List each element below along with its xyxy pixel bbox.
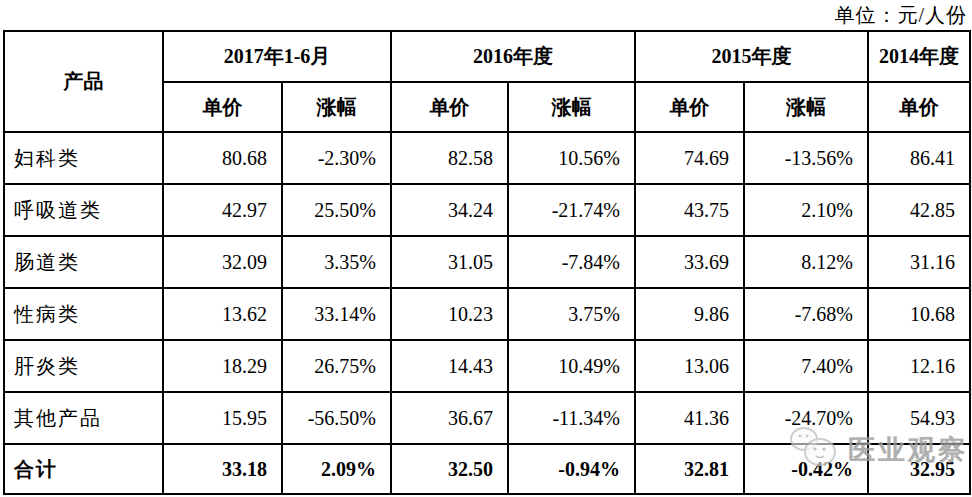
cell-price-2014: 10.68 xyxy=(868,288,970,340)
cell-change-2016: -21.74% xyxy=(508,184,635,236)
cell-change-2017: 33.14% xyxy=(282,288,391,340)
cell-price-2017: 15.95 xyxy=(163,392,282,444)
cell-change-2015: 7.40% xyxy=(744,340,868,392)
cell-change-2015: -7.68% xyxy=(744,288,868,340)
table-row-respiratory: 呼吸道类 42.97 25.50% 34.24 -21.74% 43.75 2.… xyxy=(4,184,970,236)
cell-change-2016: -0.94% xyxy=(508,444,635,494)
cell-price-2016: 36.67 xyxy=(391,392,508,444)
table-row-total: 合计 33.18 2.09% 32.50 -0.94% 32.81 -0.42%… xyxy=(4,444,970,494)
cell-change-2015: -24.70% xyxy=(744,392,868,444)
cell-price-2015: 13.06 xyxy=(635,340,744,392)
cell-price-2014: 31.16 xyxy=(868,236,970,288)
cell-price-2016: 34.24 xyxy=(391,184,508,236)
cell-change-2016: -11.34% xyxy=(508,392,635,444)
cell-price-2014: 42.85 xyxy=(868,184,970,236)
sub-header-change-2016: 涨幅 xyxy=(508,82,635,132)
sub-header-price-2014: 单价 xyxy=(868,82,970,132)
product-name: 肝炎类 xyxy=(4,340,163,392)
cell-change-2017: 3.35% xyxy=(282,236,391,288)
sub-header-change-2015: 涨幅 xyxy=(744,82,868,132)
product-name: 性病类 xyxy=(4,288,163,340)
cell-price-2014: 32.95 xyxy=(868,444,970,494)
cell-price-2017: 80.68 xyxy=(163,132,282,184)
sub-header-price-2017: 单价 xyxy=(163,82,282,132)
cell-price-2015: 32.81 xyxy=(635,444,744,494)
cell-price-2017: 18.29 xyxy=(163,340,282,392)
sub-header-change-2017: 涨幅 xyxy=(282,82,391,132)
cell-change-2016: -7.84% xyxy=(508,236,635,288)
cell-change-2017: -56.50% xyxy=(282,392,391,444)
year-header-2016: 2016年度 xyxy=(391,31,635,82)
cell-change-2016: 3.75% xyxy=(508,288,635,340)
product-name: 其他产品 xyxy=(4,392,163,444)
cell-change-2016: 10.56% xyxy=(508,132,635,184)
product-column-header: 产品 xyxy=(4,31,163,132)
cell-price-2016: 10.23 xyxy=(391,288,508,340)
cell-change-2016: 10.49% xyxy=(508,340,635,392)
cell-change-2015: -13.56% xyxy=(744,132,868,184)
product-name: 呼吸道类 xyxy=(4,184,163,236)
cell-price-2015: 41.36 xyxy=(635,392,744,444)
cell-price-2014: 54.93 xyxy=(868,392,970,444)
cell-change-2017: 26.75% xyxy=(282,340,391,392)
cell-change-2015: 2.10% xyxy=(744,184,868,236)
cell-change-2017: 2.09% xyxy=(282,444,391,494)
unit-label: 单位：元/人份 xyxy=(834,2,967,29)
price-table: 产品 2017年1-6月 2016年度 2015年度 2014年度 单价 涨幅 … xyxy=(3,30,971,495)
cell-price-2017: 13.62 xyxy=(163,288,282,340)
cell-price-2017: 33.18 xyxy=(163,444,282,494)
product-name: 肠道类 xyxy=(4,236,163,288)
table-row-gynecology: 妇科类 80.68 -2.30% 82.58 10.56% 74.69 -13.… xyxy=(4,132,970,184)
document-page: 单位：元/人份 产品 2017年1-6月 2016年度 2015年度 2014年… xyxy=(0,0,972,497)
cell-price-2015: 9.86 xyxy=(635,288,744,340)
year-header-2017: 2017年1-6月 xyxy=(163,31,391,82)
year-header-2015: 2015年度 xyxy=(635,31,868,82)
cell-price-2014: 12.16 xyxy=(868,340,970,392)
year-header-2014: 2014年度 xyxy=(868,31,970,82)
cell-price-2017: 32.09 xyxy=(163,236,282,288)
cell-price-2014: 86.41 xyxy=(868,132,970,184)
sub-header-price-2015: 单价 xyxy=(635,82,744,132)
cell-price-2015: 43.75 xyxy=(635,184,744,236)
product-name: 妇科类 xyxy=(4,132,163,184)
header-year-row: 产品 2017年1-6月 2016年度 2015年度 2014年度 xyxy=(4,31,970,82)
cell-change-2017: 25.50% xyxy=(282,184,391,236)
cell-price-2016: 14.43 xyxy=(391,340,508,392)
table-row-std: 性病类 13.62 33.14% 10.23 3.75% 9.86 -7.68%… xyxy=(4,288,970,340)
cell-change-2015: -0.42% xyxy=(744,444,868,494)
cell-price-2015: 74.69 xyxy=(635,132,744,184)
cell-change-2017: -2.30% xyxy=(282,132,391,184)
table-row-intestinal: 肠道类 32.09 3.35% 31.05 -7.84% 33.69 8.12%… xyxy=(4,236,970,288)
cell-price-2016: 31.05 xyxy=(391,236,508,288)
cell-price-2016: 32.50 xyxy=(391,444,508,494)
total-label: 合计 xyxy=(4,444,163,494)
cell-price-2015: 33.69 xyxy=(635,236,744,288)
sub-header-price-2016: 单价 xyxy=(391,82,508,132)
cell-price-2016: 82.58 xyxy=(391,132,508,184)
table-row-other: 其他产品 15.95 -56.50% 36.67 -11.34% 41.36 -… xyxy=(4,392,970,444)
table-row-hepatitis: 肝炎类 18.29 26.75% 14.43 10.49% 13.06 7.40… xyxy=(4,340,970,392)
cell-price-2017: 42.97 xyxy=(163,184,282,236)
cell-change-2015: 8.12% xyxy=(744,236,868,288)
